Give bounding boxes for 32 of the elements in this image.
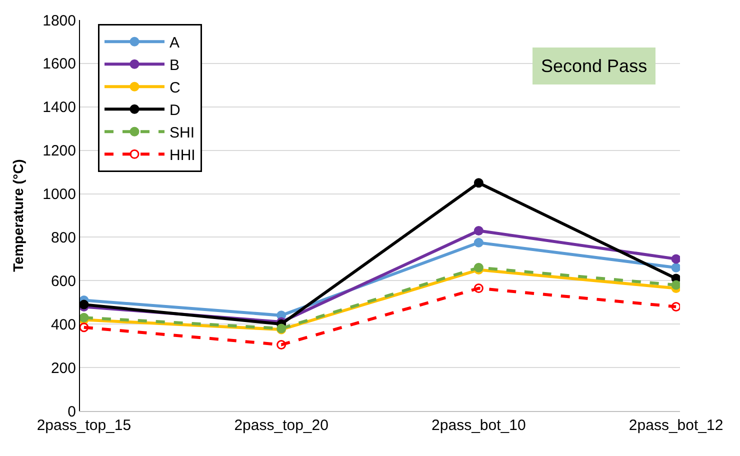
annotation: Second Pass [541, 56, 648, 76]
point [80, 322, 89, 332]
point [276, 340, 286, 350]
point [671, 254, 680, 264]
y-tick-label: 400 [50, 316, 76, 334]
y-tick-label: 1200 [42, 142, 76, 160]
point [474, 178, 484, 188]
point [474, 262, 484, 272]
legend-label: B [170, 57, 180, 74]
y-tick-label: 1800 [42, 12, 76, 30]
point [474, 226, 484, 236]
y-tick-label: 1000 [42, 186, 76, 204]
y-tick-label: 1600 [42, 56, 76, 73]
y-tick-label: 200 [50, 360, 76, 377]
point [474, 284, 484, 294]
x-tick-label: 2pass_bot_12 [628, 417, 724, 434]
x-tick-label: 2pass_top_20 [234, 417, 328, 434]
y-tick-label: 800 [50, 229, 76, 246]
point [474, 238, 484, 248]
y-axis-title: Temperature (°C) [10, 159, 26, 272]
point [671, 302, 680, 312]
point [671, 280, 680, 290]
legend-label: A [170, 34, 180, 52]
legend-label: HHI [170, 147, 196, 164]
y-tick-label: 1400 [42, 99, 76, 116]
x-tick-label: 2pass_bot_10 [432, 417, 526, 434]
legend-label: D [170, 102, 180, 120]
legend-label: SHI [170, 124, 195, 142]
point [80, 312, 89, 322]
y-tick-label: 600 [50, 272, 76, 290]
legend-label: C [170, 80, 180, 97]
point [671, 262, 680, 272]
